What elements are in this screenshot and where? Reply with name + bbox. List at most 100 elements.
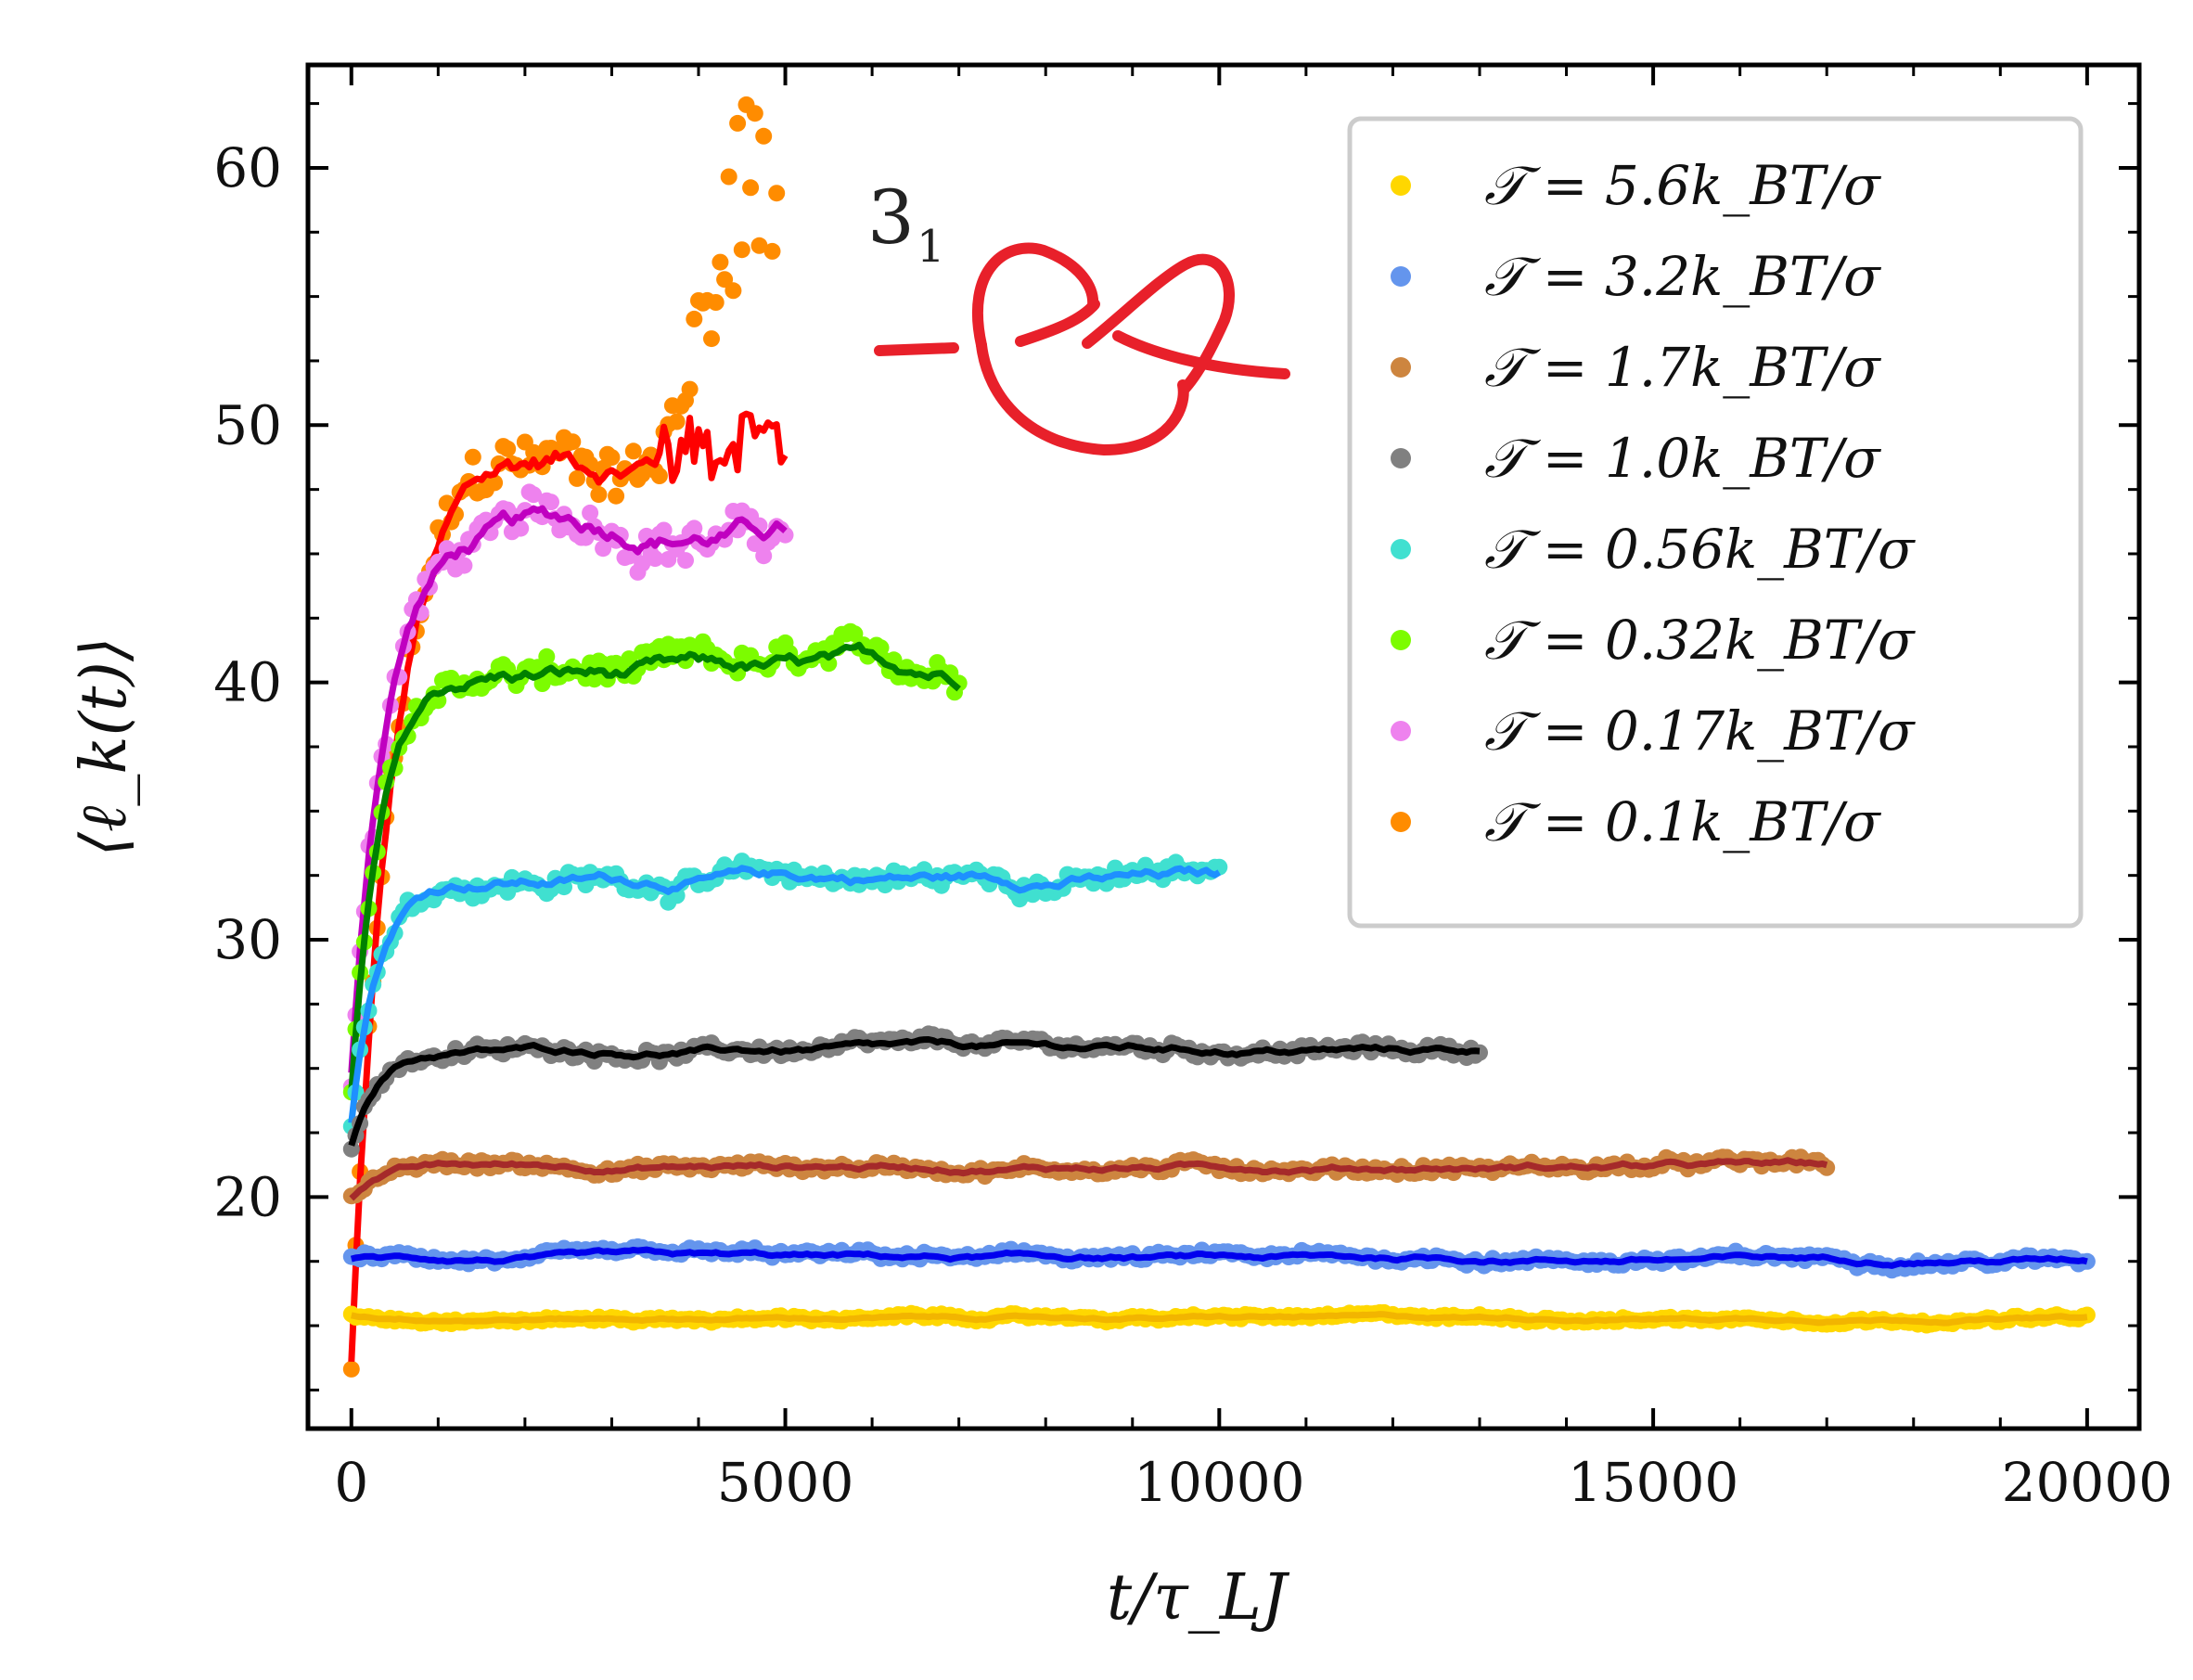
- legend-marker: [1391, 630, 1411, 650]
- legend-marker: [1391, 721, 1411, 741]
- x-tick-label: 5000: [717, 1451, 854, 1514]
- data-point: [760, 26, 776, 43]
- series-line: [351, 1311, 2088, 1327]
- legend-marker: [1391, 539, 1411, 559]
- data-point: [820, 655, 838, 673]
- data-point: [582, 504, 599, 521]
- data-point: [486, 474, 504, 492]
- legend-label: 𝒯 = 3.2k_BT/σ: [1484, 245, 1881, 308]
- data-point: [746, 535, 763, 553]
- knot-subscript: 1: [917, 221, 945, 273]
- axis-ticks: 0 5000 10000 15000 20000 20 30 40 50 60: [213, 65, 2173, 1514]
- data-point: [703, 330, 720, 348]
- series-1.7: [342, 1148, 1836, 1205]
- data-point: [603, 449, 621, 467]
- data-point: [342, 1360, 360, 1378]
- data-point: [712, 253, 729, 271]
- y-tick-label: 50: [213, 393, 282, 456]
- legend-label: 𝒯 = 1.0k_BT/σ: [1484, 427, 1881, 490]
- series-line: [348, 865, 1222, 1123]
- data-point: [464, 448, 481, 466]
- data-point: [624, 442, 642, 460]
- data-point: [742, 179, 760, 197]
- data-point: [707, 294, 725, 311]
- x-tick-label: 0: [334, 1451, 368, 1514]
- series-0.17: [342, 483, 794, 1096]
- data-point: [872, 639, 890, 657]
- x-axis-label: t/τ_LJ: [1107, 1561, 1290, 1635]
- series-line: [348, 641, 961, 1093]
- data-point: [342, 1140, 360, 1158]
- series-5.6: [342, 1303, 2096, 1334]
- data-point: [564, 433, 582, 451]
- series-3.2: [342, 1238, 2096, 1279]
- y-tick-label: 60: [213, 136, 282, 199]
- data-point: [569, 469, 585, 487]
- series-line: [349, 1157, 1828, 1201]
- data-point: [634, 466, 651, 483]
- data-point: [608, 487, 625, 505]
- data-point: [729, 114, 747, 132]
- legend-label: 𝒯 = 0.32k_BT/σ: [1484, 609, 1916, 672]
- data-point: [686, 310, 703, 327]
- legend-label: 𝒯 = 0.56k_BT/σ: [1484, 518, 1916, 581]
- data-point: [668, 413, 686, 430]
- data-point: [499, 440, 517, 457]
- y-tick-label: 30: [213, 908, 282, 971]
- data-layer: [342, 26, 2096, 1378]
- data-point: [750, 237, 768, 254]
- data-point: [720, 168, 737, 186]
- data-point: [533, 675, 551, 692]
- legend-marker: [1391, 175, 1411, 196]
- series-1.0: [342, 1025, 1488, 1158]
- y-tick-label: 40: [213, 651, 282, 714]
- y-axis-label: ⟨ℓ_k(t)⟩: [68, 637, 141, 857]
- data-point: [725, 282, 742, 300]
- data-point: [455, 557, 473, 574]
- legend-label: 𝒯 = 0.1k_BT/σ: [1484, 790, 1881, 853]
- data-point: [556, 878, 572, 896]
- knot-annotation: 3 1: [867, 174, 1290, 456]
- data-point: [650, 468, 668, 484]
- data-point: [755, 547, 773, 565]
- legend-label: 𝒯 = 1.7k_BT/σ: [1484, 336, 1881, 399]
- data-point: [590, 486, 608, 504]
- x-tick-label: 20000: [2002, 1451, 2174, 1514]
- knot-label: 3: [867, 174, 915, 261]
- data-point: [763, 242, 781, 260]
- data-point: [768, 185, 786, 202]
- series-0.56: [342, 853, 1228, 1135]
- data-point: [733, 241, 750, 259]
- data-point: [525, 486, 543, 504]
- x-tick-label: 15000: [1568, 1451, 1739, 1514]
- legend-marker: [1391, 357, 1411, 378]
- data-point: [681, 380, 699, 398]
- series-line: [350, 1246, 2088, 1269]
- x-tick-label: 10000: [1134, 1451, 1305, 1514]
- data-point: [595, 540, 612, 558]
- data-point: [686, 519, 703, 537]
- legend-box: [1347, 116, 2084, 929]
- data-point: [538, 648, 556, 665]
- data-point: [755, 127, 773, 145]
- legend-marker: [1391, 448, 1411, 468]
- series-0.32: [342, 622, 968, 1101]
- legend-marker: [1391, 266, 1411, 287]
- data-point: [585, 671, 603, 688]
- data-point: [746, 105, 763, 122]
- trefoil-knot-icon: [874, 242, 1290, 456]
- data-point: [677, 552, 694, 570]
- legend-marker: [1391, 812, 1411, 832]
- data-point: [512, 519, 530, 537]
- legend-label: 𝒯 = 0.17k_BT/σ: [1484, 699, 1916, 763]
- data-point: [655, 521, 673, 539]
- data-point: [773, 34, 789, 51]
- data-point: [543, 494, 559, 511]
- legend: 𝒯 = 5.6k_BT/σ 𝒯 = 3.2k_BT/σ 𝒯 = 1.7k_BT/σ 𝒯…: [1347, 116, 2084, 929]
- y-tick-label: 20: [213, 1165, 282, 1228]
- data-point: [647, 550, 664, 568]
- series-line: [348, 505, 788, 1073]
- series-line: [348, 1036, 1481, 1147]
- legend-label: 𝒯 = 5.6k_BT/σ: [1484, 154, 1881, 217]
